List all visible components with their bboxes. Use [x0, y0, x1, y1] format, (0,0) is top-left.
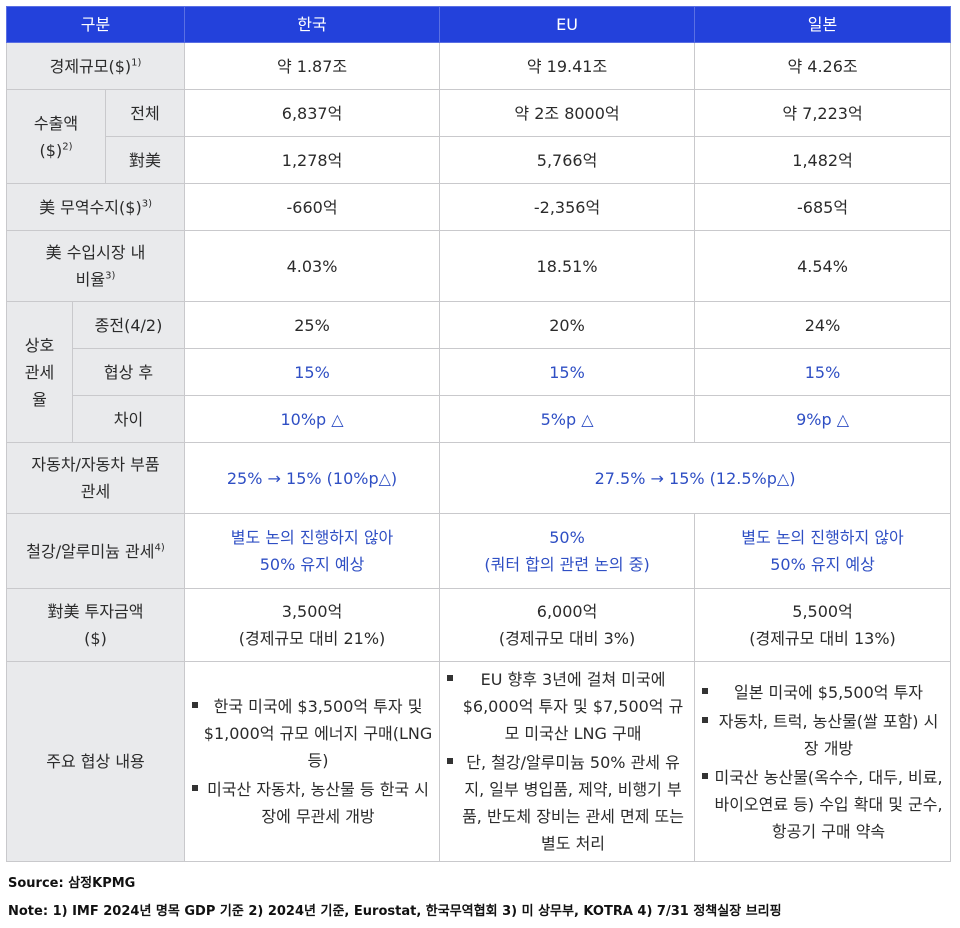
row-exports-to-us: 對美 1,278억 5,766억 1,482억 — [7, 136, 952, 184]
row-import-share: 美 수입시장 내 비율3) 4.03% 18.51% 4.54% — [5, 230, 952, 302]
cell-auto-tariff-eu-japan: 27.5% → 15% (12.5%p△) — [439, 442, 952, 514]
cell-import-share-eu: 18.51% — [439, 230, 696, 302]
cell-gdp-eu: 약 19.41조 — [439, 42, 696, 90]
label-auto-tariff: 자동차/자동차 부품 관세 — [5, 442, 186, 514]
list-item: 자동차, 트럭, 농산물(쌀 포함) 시장 개방 — [701, 708, 944, 762]
cell-key-terms-eu: EU 향후 3년에 걸쳐 미국에 $6,000억 투자 및 $7,500억 규모… — [439, 661, 696, 862]
label-investment: 對美 투자금액 ($) — [5, 588, 186, 662]
us-tariff-comparison-table: 구분 한국 EU 일본 경제규모($)1) 약 1.87조 약 19.41조 약… — [5, 6, 952, 862]
row-tariff-diff: 차이 10%p △ 5%p △ 9%p △ — [7, 395, 952, 443]
cell-tariff-after-korea: 15% — [184, 348, 441, 396]
list-item: 한국 미국에 $3,500억 투자 및 $1,000억 규모 에너지 구매(LN… — [191, 693, 433, 774]
cell-import-share-korea: 4.03% — [184, 230, 441, 302]
cell-exports-to-us-korea: 1,278억 — [184, 136, 441, 184]
cell-steel-tariff-japan: 별도 논의 진행하지 않아 50% 유지 예상 — [694, 513, 952, 589]
cell-gdp-korea: 약 1.87조 — [184, 42, 441, 90]
cell-tariff-after-japan: 15% — [694, 348, 952, 396]
cell-tariff-before-japan: 24% — [694, 301, 952, 349]
cell-tariff-diff-japan: 9%p △ — [694, 395, 952, 443]
label-exports-to-us: 對美 — [104, 136, 186, 184]
list-item: 미국산 자동차, 농산물 등 한국 시장에 무관세 개방 — [191, 776, 433, 830]
label-reciprocal-tariff: 상호 관세 율 — [6, 301, 73, 443]
list-item: 일본 미국에 $5,500억 투자 — [701, 679, 944, 706]
row-gdp: 경제규모($)1) 약 1.87조 약 19.41조 약 4.26조 — [5, 42, 952, 90]
row-key-terms: 주요 협상 내용 한국 미국에 $3,500억 투자 및 $1,000억 규모 … — [5, 661, 952, 862]
footnote: Note: 1) IMF 2024년 명목 GDP 기준 2) 2024년 기준… — [8, 904, 782, 919]
label-trade-balance: 美 무역수지($)3) — [5, 183, 186, 231]
cell-exports-total-korea: 6,837억 — [184, 89, 441, 137]
header-category: 구분 — [5, 6, 186, 43]
cell-investment-eu: 6,000억 (경제규모 대비 3%) — [439, 588, 696, 662]
row-exports-total: 수출액 ($)2) 전체 6,837억 약 2조 8000억 약 7,223억 — [6, 89, 952, 184]
cell-trade-balance-eu: -2,356억 — [439, 183, 696, 231]
label-tariff-before: 종전(4/2) — [71, 301, 186, 349]
cell-auto-tariff-korea: 25% → 15% (10%p△) — [184, 442, 441, 514]
cell-tariff-diff-korea: 10%p △ — [184, 395, 441, 443]
row-steel-tariff: 철강/알루미늄 관세4) 별도 논의 진행하지 않아 50% 유지 예상 50%(… — [5, 513, 952, 589]
header-japan: 일본 — [694, 6, 952, 43]
cell-exports-total-japan: 약 7,223억 — [694, 89, 952, 137]
cell-trade-balance-korea: -660억 — [184, 183, 441, 231]
header-eu: EU — [439, 6, 696, 43]
label-import-share: 美 수입시장 내 비율3) — [5, 230, 186, 302]
cell-trade-balance-japan: -685억 — [694, 183, 952, 231]
cell-investment-korea: 3,500억 (경제규모 대비 21%) — [184, 588, 441, 662]
list-item: 미국산 농산물(옥수수, 대두, 비료, 바이오연료 등) 수입 확대 및 군수… — [701, 764, 944, 845]
label-steel-tariff: 철강/알루미늄 관세4) — [5, 513, 186, 589]
cell-steel-tariff-korea: 별도 논의 진행하지 않아 50% 유지 예상 — [184, 513, 441, 589]
header-korea: 한국 — [184, 6, 441, 43]
label-tariff-diff: 차이 — [71, 395, 186, 443]
label-exports-total: 전체 — [104, 89, 186, 137]
header-row: 구분 한국 EU 일본 — [5, 6, 952, 43]
cell-tariff-after-eu: 15% — [439, 348, 696, 396]
cell-steel-tariff-eu: 50% (쿼터 합의 관련 논의 중) — [439, 513, 696, 589]
cell-tariff-before-korea: 25% — [184, 301, 441, 349]
cell-gdp-japan: 약 4.26조 — [694, 42, 952, 90]
label-exports: 수출액 ($)2) — [6, 89, 106, 184]
source-note: Source: 삼정KPMG — [8, 876, 136, 891]
row-tariff-before: 상호 관세 율 종전(4/2) 25% 20% 24% — [6, 301, 952, 443]
label-key-terms: 주요 협상 내용 — [5, 661, 186, 862]
row-auto-tariff: 자동차/자동차 부품 관세 25% → 15% (10%p△) 27.5% → 1… — [5, 442, 952, 514]
cell-exports-total-eu: 약 2조 8000억 — [439, 89, 696, 137]
label-gdp: 경제규모($)1) — [5, 42, 186, 90]
row-investment: 對美 투자금액 ($) 3,500억 (경제규모 대비 21%) 6,000억 (경제… — [5, 588, 952, 662]
list-item: EU 향후 3년에 걸쳐 미국에 $6,000억 투자 및 $7,500억 규모… — [446, 666, 688, 747]
cell-investment-japan: 5,500억 (경제규모 대비 13%) — [694, 588, 952, 662]
row-trade-balance: 美 무역수지($)3) -660억 -2,356억 -685억 — [5, 183, 952, 231]
list-item: 단, 철강/알루미늄 50% 관세 유지, 일부 병입품, 제약, 비행기 부품… — [446, 749, 688, 857]
label-tariff-after: 협상 후 — [71, 348, 186, 396]
cell-import-share-japan: 4.54% — [694, 230, 952, 302]
cell-tariff-diff-eu: 5%p △ — [439, 395, 696, 443]
cell-exports-to-us-japan: 1,482억 — [694, 136, 952, 184]
cell-key-terms-japan: 일본 미국에 $5,500억 투자 자동차, 트럭, 농산물(쌀 포함) 시장 … — [694, 661, 952, 862]
cell-exports-to-us-eu: 5,766억 — [439, 136, 696, 184]
row-tariff-after: 협상 후 15% 15% 15% — [7, 348, 952, 396]
cell-key-terms-korea: 한국 미국에 $3,500억 투자 및 $1,000억 규모 에너지 구매(LN… — [184, 661, 441, 862]
cell-tariff-before-eu: 20% — [439, 301, 696, 349]
